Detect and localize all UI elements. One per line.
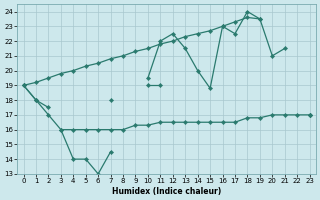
X-axis label: Humidex (Indice chaleur): Humidex (Indice chaleur): [112, 187, 221, 196]
